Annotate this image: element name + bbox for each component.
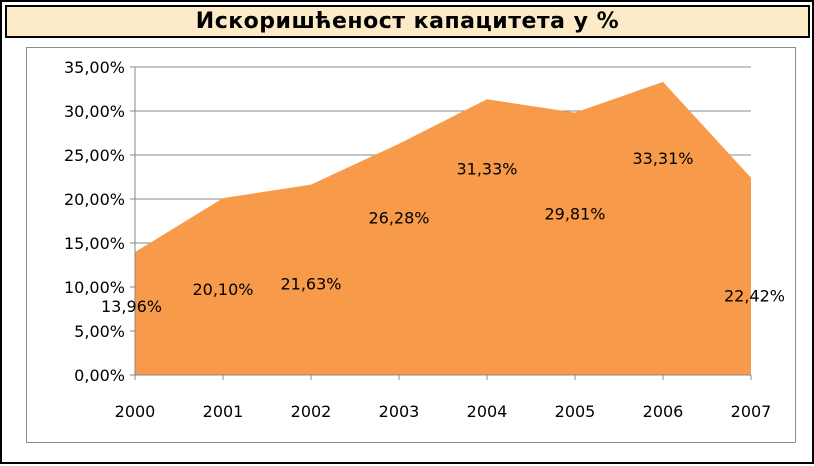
y-tick-label-3: 15,00% xyxy=(64,234,125,253)
data-label-2: 21,63% xyxy=(280,275,341,294)
y-tick-label-5: 25,00% xyxy=(64,146,125,165)
data-label-0: 13,96% xyxy=(101,297,162,316)
data-label-4: 31,33% xyxy=(456,159,517,178)
chart-title: Искоришћеност капацитета у % xyxy=(195,9,620,34)
data-label-7: 22,42% xyxy=(724,287,785,306)
y-tick-label-2: 10,00% xyxy=(64,278,125,297)
data-label-3: 26,28% xyxy=(368,209,429,228)
x-tick-label-3: 2003 xyxy=(379,402,420,421)
y-tick-label-6: 30,00% xyxy=(64,102,125,121)
data-label-5: 29,81% xyxy=(544,205,605,224)
x-tick-label-7: 2007 xyxy=(731,402,772,421)
x-tick-label-1: 2001 xyxy=(203,402,244,421)
y-tick-label-7: 35,00% xyxy=(64,58,125,77)
x-tick-label-6: 2006 xyxy=(643,402,684,421)
x-tick-label-5: 2005 xyxy=(555,402,596,421)
x-tick-label-0: 2000 xyxy=(115,402,156,421)
y-tick-label-4: 20,00% xyxy=(64,190,125,209)
data-label-1: 20,10% xyxy=(192,280,253,299)
x-tick-label-2: 2002 xyxy=(291,402,332,421)
y-tick-label-1: 5,00% xyxy=(74,322,125,341)
data-label-6: 33,31% xyxy=(632,149,693,168)
area-series xyxy=(135,81,751,375)
chart-plot-box xyxy=(26,47,796,443)
x-tick-label-4: 2004 xyxy=(467,402,508,421)
chart-title-bar: Искоришћеност капацитета у % xyxy=(5,5,810,38)
y-tick-label-0: 0,00% xyxy=(74,366,125,385)
